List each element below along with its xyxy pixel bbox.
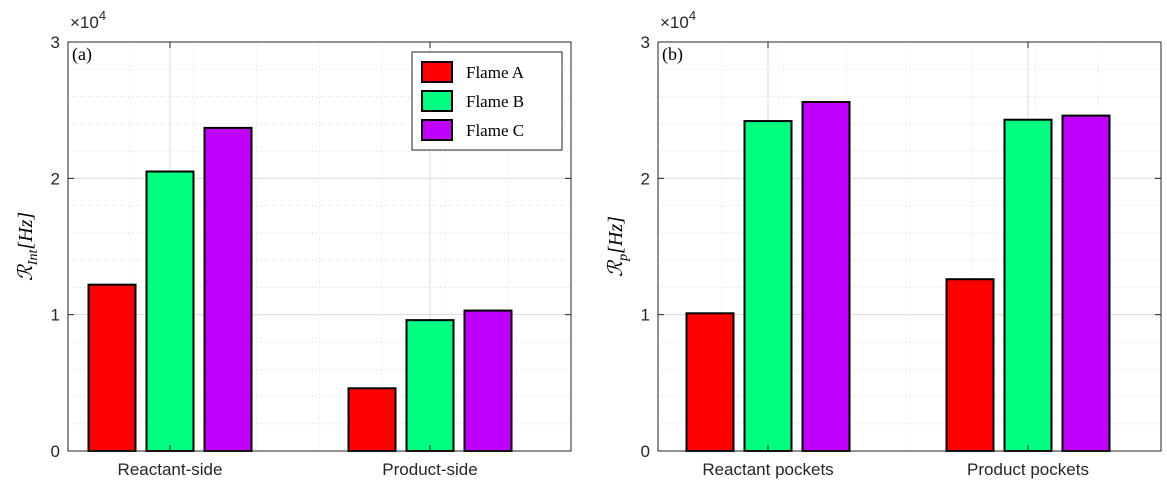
bar-flame-b-first <box>145 170 195 452</box>
legend-swatch <box>421 90 453 112</box>
axes-box <box>67 41 572 452</box>
panel-label: (a) <box>72 44 92 65</box>
y-axis-label-unit: [Hz] <box>605 216 627 254</box>
y-axis-label-main: ℛ <box>605 259 627 277</box>
y-axis-label-unit: [Hz] <box>15 212 37 250</box>
category-label: Reactant pockets <box>702 460 833 479</box>
bar-flame-a-first <box>685 312 735 453</box>
y-exponent-base: ×10 <box>660 13 689 32</box>
bar-flame-a-second <box>347 387 397 452</box>
y-exponent-power: 4 <box>99 8 106 23</box>
ytick-label: 0 <box>51 442 60 461</box>
legend-entry: Flame B <box>466 92 524 111</box>
legend-entry: Flame A <box>466 63 525 82</box>
legend-swatch <box>421 61 453 83</box>
legend: Flame A Flame B Flame C <box>411 51 563 151</box>
bar-flame-c-second <box>1061 114 1111 453</box>
y-exponent-label: ×104 <box>660 8 696 32</box>
ytick-label: 0 <box>641 442 650 461</box>
y-exponent-label: ×104 <box>70 8 106 32</box>
y-exponent-power: 4 <box>689 8 696 23</box>
y-axis-label: ℛInt[Hz] <box>15 212 41 281</box>
ytick-label: 2 <box>641 169 650 188</box>
ytick-label: 3 <box>641 33 650 52</box>
bar-flame-b-first <box>743 120 793 452</box>
category-label: Reactant-side <box>118 460 223 479</box>
bar-flame-c-first <box>801 100 851 452</box>
y-exponent-base: ×10 <box>70 13 99 32</box>
category-label: Product pockets <box>967 460 1089 479</box>
ytick-label: 1 <box>51 306 60 325</box>
panel-b: 0 1 2 3 Reactant pockets Product pockets ×104 (… <box>605 8 1162 479</box>
bar-flame-b-second <box>1003 118 1053 453</box>
axes-box <box>657 41 1162 452</box>
bar-flame-a-first <box>87 283 137 452</box>
y-axis-label-main: ℛ <box>15 263 37 281</box>
ytick-label: 2 <box>51 169 60 188</box>
bar-flame-c-second <box>463 309 513 452</box>
panel-label: (b) <box>662 44 683 65</box>
category-label: Product-side <box>382 460 477 479</box>
ytick-label: 3 <box>51 33 60 52</box>
bar-flame-c-first <box>203 126 253 452</box>
legend-entry: Flame C <box>466 121 524 140</box>
panel-a: 0 1 2 3 Reactant-side Product-side ×104 (a) ℛInt… <box>15 8 572 479</box>
legend-swatch <box>421 119 453 141</box>
bar-flame-a-second <box>945 278 995 452</box>
y-axis-label: ℛp[Hz] <box>605 216 631 277</box>
y-axis-label-sub: p <box>616 254 631 262</box>
bar-flame-b-second <box>405 319 455 452</box>
y-axis-label-sub: Int <box>26 249 41 267</box>
ytick-label: 1 <box>641 306 650 325</box>
